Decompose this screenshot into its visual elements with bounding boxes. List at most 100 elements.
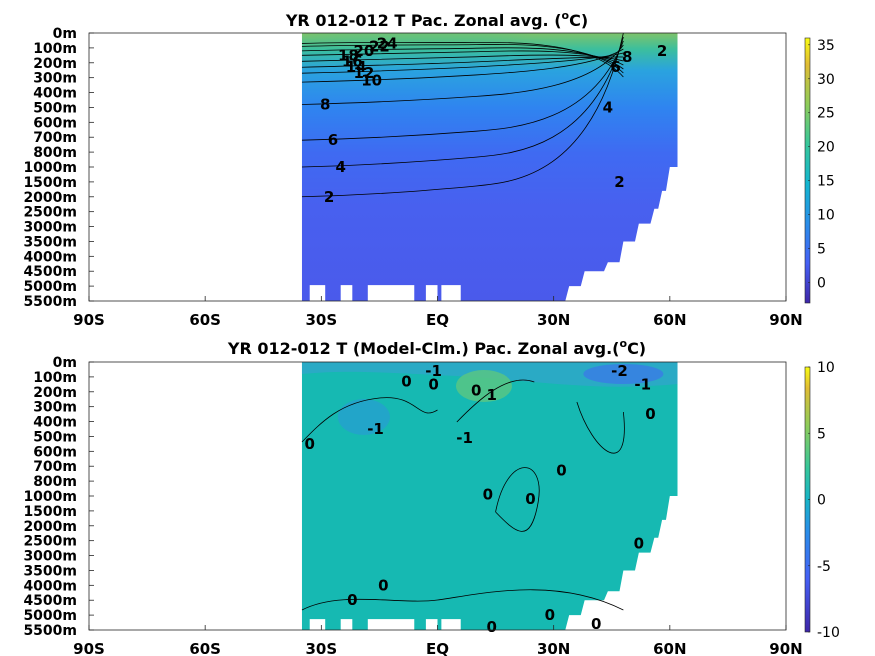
seafloor-gap xyxy=(441,285,461,301)
seafloor-gap xyxy=(309,619,326,630)
y-tick-label: 100m xyxy=(33,370,77,386)
colorbar-tick-label: 10 xyxy=(817,360,835,376)
colorbar-tick-label: 25 xyxy=(817,106,835,122)
y-tick-label: 0m xyxy=(53,26,77,42)
contour-line xyxy=(301,397,438,443)
colorbar-tick-label: -5 xyxy=(817,559,831,575)
seafloor-gap xyxy=(309,285,326,301)
contour-line xyxy=(301,589,624,611)
contour-label: 0 xyxy=(486,618,496,636)
contour-label: 0 xyxy=(556,462,566,480)
y-tick-label: 1500m xyxy=(23,504,77,520)
y-tick-label: 800m xyxy=(33,474,77,490)
title-text: YR 012-012 T (Model-Clm.) Pac. Zonal avg… xyxy=(227,339,620,358)
y-tick-label: 2500m xyxy=(23,205,77,221)
y-tick-label: 4500m xyxy=(23,264,77,280)
contour-label: 0 xyxy=(545,606,555,624)
warm-pool xyxy=(298,33,539,88)
y-tick-label: 300m xyxy=(33,71,77,87)
contour-label: 10 xyxy=(361,72,382,90)
contour-label: 0 xyxy=(634,535,644,553)
x-tick-label: 30N xyxy=(537,640,570,656)
colorbar-tick-label: 10 xyxy=(817,208,835,224)
contour-label: 20 xyxy=(353,42,374,60)
x-tick-label: 30S xyxy=(305,640,337,656)
cold-anomaly-south xyxy=(337,399,390,435)
colorbar-tick-label: 30 xyxy=(817,72,835,88)
y-tick-label: 1000m xyxy=(23,489,77,505)
panel-anomaly: YR 012-012 T (Model-Clm.) Pac. Zonal avg… xyxy=(23,337,839,656)
y-tick-label: 400m xyxy=(33,415,77,431)
y-tick-label: 0m xyxy=(53,355,77,371)
contour-label: 0 xyxy=(645,405,655,423)
colorbar xyxy=(804,37,811,304)
x-tick-label: 90N xyxy=(769,640,802,656)
contour-line xyxy=(301,47,624,70)
contour-label: 24 xyxy=(377,34,398,52)
x-tick-label: 60N xyxy=(653,640,686,656)
y-tick-label: 4000m xyxy=(23,578,77,594)
y-tick-label: 3500m xyxy=(23,234,77,250)
seafloor-gap xyxy=(441,619,461,630)
title-superscript: o xyxy=(562,9,570,22)
x-tick-label: 30S xyxy=(305,311,337,329)
y-tick-label: 100m xyxy=(33,41,77,57)
contour-label: -1 xyxy=(456,429,473,447)
y-tick-label: 1000m xyxy=(23,160,77,176)
contour-label: 12 xyxy=(353,64,374,82)
x-tick-label: 60S xyxy=(189,311,221,329)
x-tick-label: 90N xyxy=(769,311,802,329)
y-tick-label: 3500m xyxy=(23,563,77,579)
contour-label: 6 xyxy=(328,131,338,149)
contour-label: 0 xyxy=(304,435,314,453)
colorbar-tick-label: 0 xyxy=(817,493,826,509)
y-tick-label: 2000m xyxy=(23,519,77,535)
x-tick-label: 90S xyxy=(73,311,105,329)
y-tick-label: 4500m xyxy=(23,593,77,609)
contour-label: 2 xyxy=(657,42,667,60)
seafloor-gap xyxy=(367,285,415,301)
contour-label: -1 xyxy=(634,375,651,393)
contour-line xyxy=(301,40,624,141)
cold-anomaly-north xyxy=(583,364,664,384)
warm-anomaly xyxy=(455,370,512,402)
y-tick-label: 700m xyxy=(33,459,77,475)
land-mask xyxy=(553,362,786,630)
contour-label: 0 xyxy=(525,490,535,508)
contour-label: 6 xyxy=(610,58,620,76)
y-tick-label: 300m xyxy=(33,400,77,416)
contour-label: 0 xyxy=(401,372,411,390)
y-tick-label: 500m xyxy=(33,100,77,116)
y-tick-label: 5000m xyxy=(23,608,77,624)
seafloor-gap xyxy=(367,619,415,630)
contour-label: -1 xyxy=(367,420,384,438)
contour-line xyxy=(456,379,535,423)
y-tick-label: 5500m xyxy=(23,623,77,639)
contour-label: 0 xyxy=(591,615,601,633)
contour-line xyxy=(301,44,624,105)
land-mask xyxy=(553,33,786,301)
y-tick-label: 2500m xyxy=(23,534,77,550)
contour-label: 0 xyxy=(471,381,481,399)
contour-label: 0 xyxy=(483,486,493,504)
y-tick-label: 2000m xyxy=(23,190,77,206)
colorbar-tick-label: 0 xyxy=(817,276,826,292)
y-tick-label: 400m xyxy=(33,86,77,102)
y-tick-label: 600m xyxy=(33,115,77,131)
data-field xyxy=(298,33,786,301)
y-tick-label: 5000m xyxy=(23,279,77,295)
x-tick-label: 60N xyxy=(653,311,686,329)
contour-label: 2 xyxy=(614,173,624,191)
colorbar-tick-label: 15 xyxy=(817,174,835,190)
colorbar-tick-label: -10 xyxy=(817,625,840,641)
panel-title: YR 012-012 T (Model-Clm.) Pac. Zonal avg… xyxy=(227,337,646,358)
contour-label: 1 xyxy=(486,386,496,404)
contour-label: 8 xyxy=(622,48,632,66)
seafloor-gap xyxy=(425,619,438,630)
contour-label: 0 xyxy=(378,576,388,594)
y-tick-label: 600m xyxy=(33,444,77,460)
contour-line xyxy=(301,48,624,83)
contour-line xyxy=(301,41,624,78)
panel-title: YR 012-012 T Pac. Zonal avg. (oC) xyxy=(285,9,588,30)
